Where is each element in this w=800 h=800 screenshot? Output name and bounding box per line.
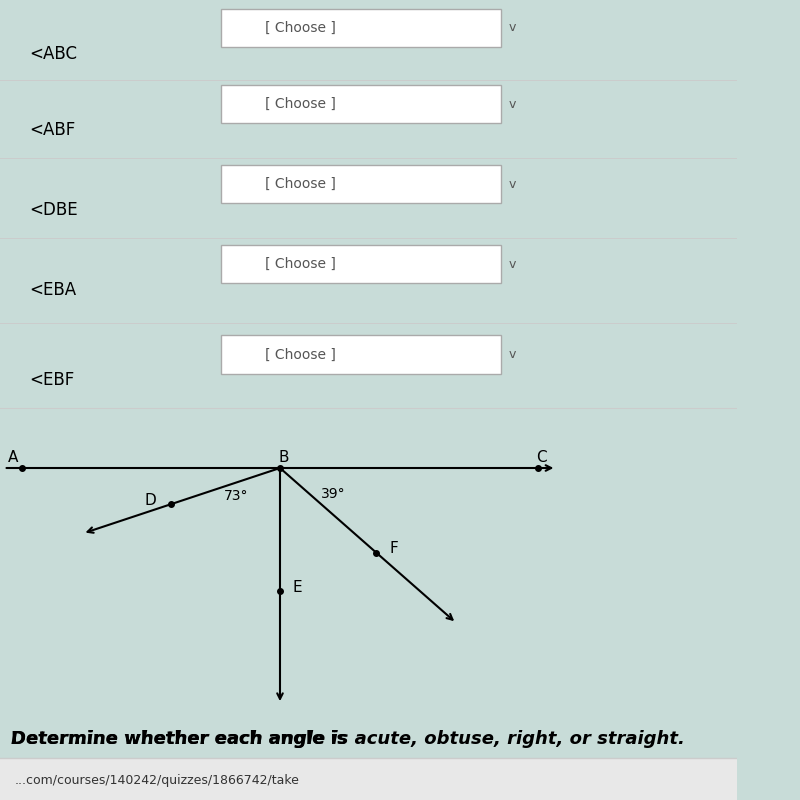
Text: Determine whether each angle is: Determine whether each angle is bbox=[11, 730, 354, 748]
Text: <DBE: <DBE bbox=[30, 201, 78, 218]
Text: D: D bbox=[145, 493, 157, 507]
Text: 39°: 39° bbox=[321, 487, 346, 502]
Text: B: B bbox=[278, 450, 289, 466]
Text: [ Choose ]: [ Choose ] bbox=[266, 347, 336, 362]
Text: C: C bbox=[536, 450, 547, 466]
Text: v: v bbox=[509, 98, 516, 110]
Text: F: F bbox=[390, 541, 398, 556]
FancyBboxPatch shape bbox=[221, 9, 501, 47]
Text: <EBA: <EBA bbox=[30, 281, 77, 298]
Text: 73°: 73° bbox=[223, 489, 248, 503]
Text: <ABF: <ABF bbox=[30, 121, 76, 138]
FancyBboxPatch shape bbox=[221, 245, 501, 283]
Text: v: v bbox=[509, 22, 516, 34]
Text: A: A bbox=[8, 450, 18, 466]
Text: [ Choose ]: [ Choose ] bbox=[266, 97, 336, 111]
Text: Determine whether each angle is acute, obtuse, right, or straight.: Determine whether each angle is acute, o… bbox=[11, 730, 685, 748]
Text: E: E bbox=[293, 580, 302, 594]
Text: [ Choose ]: [ Choose ] bbox=[266, 177, 336, 191]
Text: [ Choose ]: [ Choose ] bbox=[266, 257, 336, 271]
FancyBboxPatch shape bbox=[221, 85, 501, 123]
FancyBboxPatch shape bbox=[221, 335, 501, 374]
Text: ...com/courses/140242/quizzes/1866742/take: ...com/courses/140242/quizzes/1866742/ta… bbox=[14, 774, 300, 787]
FancyBboxPatch shape bbox=[0, 758, 737, 800]
Text: <ABC: <ABC bbox=[30, 45, 78, 62]
Text: v: v bbox=[509, 178, 516, 190]
Text: v: v bbox=[509, 258, 516, 270]
Text: v: v bbox=[509, 348, 516, 361]
FancyBboxPatch shape bbox=[221, 165, 501, 203]
Text: <EBF: <EBF bbox=[30, 371, 74, 389]
Text: [ Choose ]: [ Choose ] bbox=[266, 21, 336, 35]
